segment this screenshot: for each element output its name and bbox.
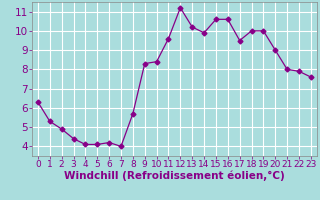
X-axis label: Windchill (Refroidissement éolien,°C): Windchill (Refroidissement éolien,°C) [64, 171, 285, 181]
